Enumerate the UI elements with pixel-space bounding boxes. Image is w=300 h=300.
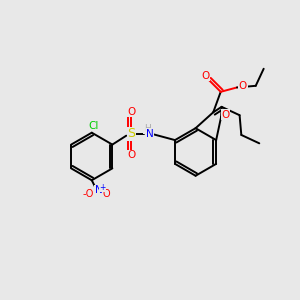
Text: N: N [146,129,154,139]
Text: S: S [127,127,135,140]
Text: +: + [100,183,106,192]
Text: O: O [202,71,210,81]
Text: -O: -O [82,189,94,199]
Text: O: O [127,151,135,160]
Text: O: O [239,82,247,92]
Text: H: H [144,124,151,133]
Text: Cl: Cl [88,121,99,131]
Text: O: O [221,110,230,119]
Text: O: O [103,189,110,199]
Text: O: O [127,107,135,117]
Text: N: N [95,185,103,195]
